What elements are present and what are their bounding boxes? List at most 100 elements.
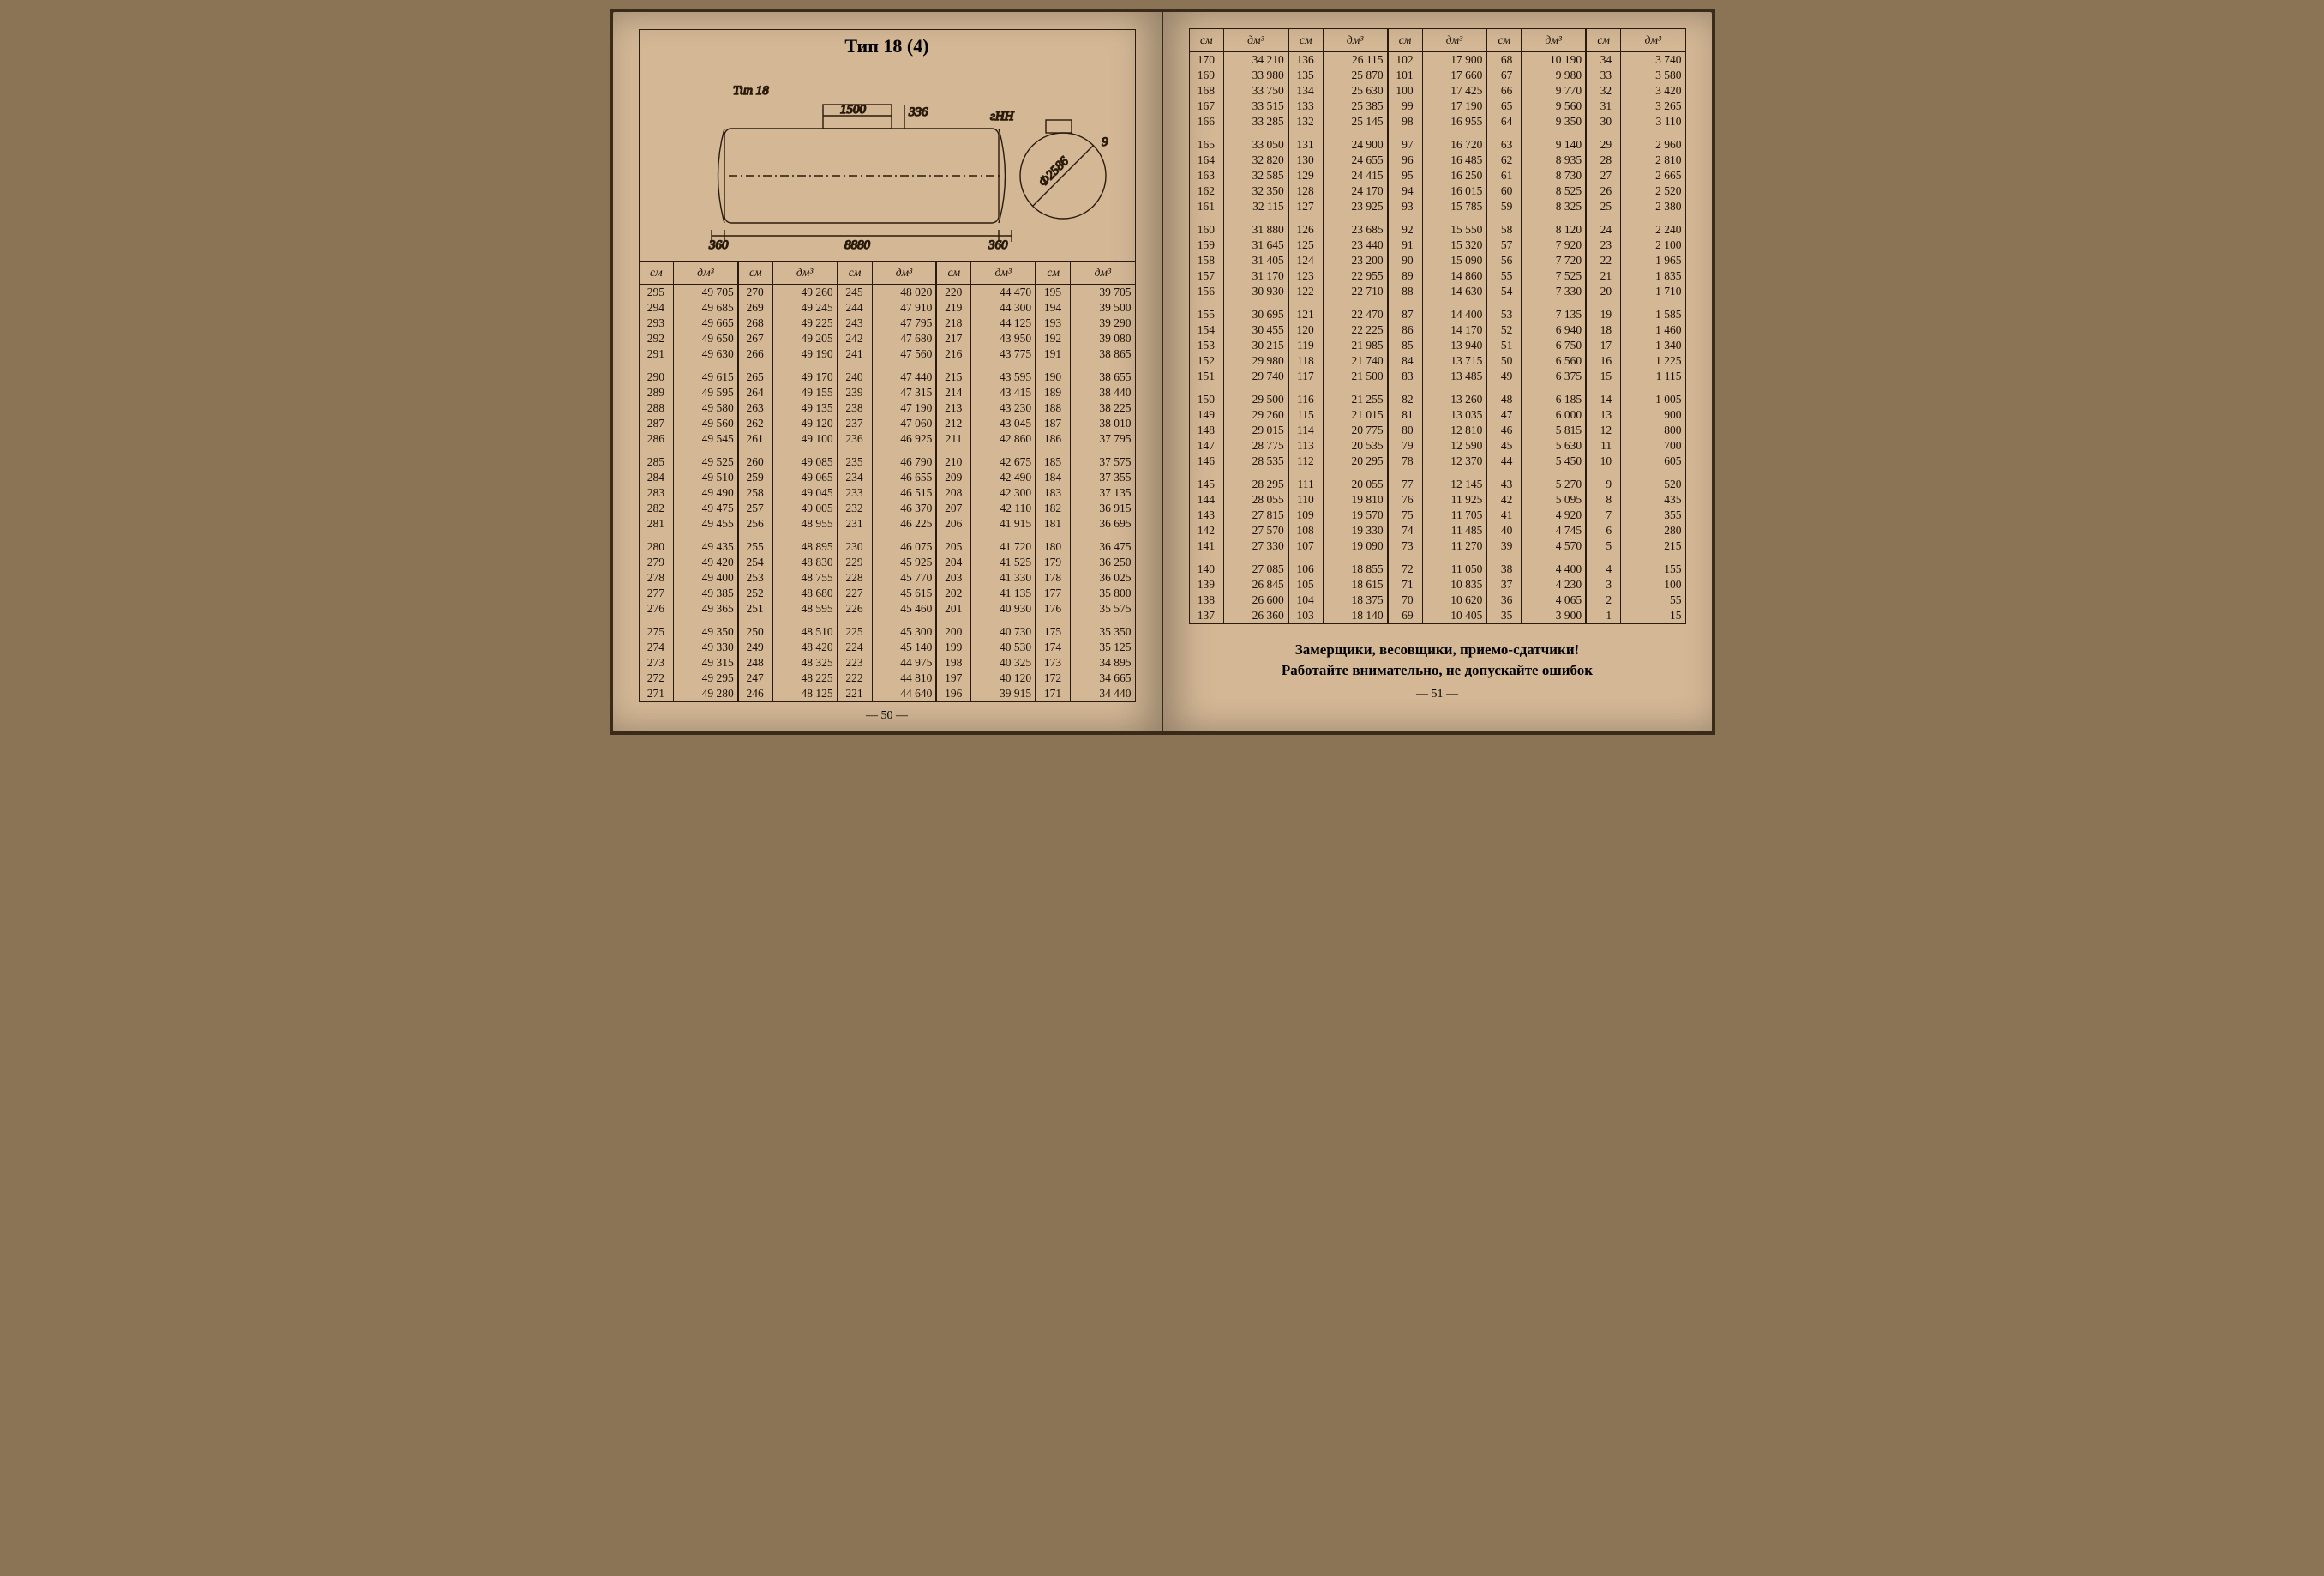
cell-cm: 243 — [838, 316, 873, 331]
cell-dm: 18 615 — [1323, 577, 1387, 593]
cell-cm: 67 — [1486, 68, 1522, 83]
cell-cm: 181 — [1036, 516, 1071, 532]
diagram-container: Тип 18 1500 336 — [639, 63, 1136, 262]
table-row: 29449 68526949 24524447 91021944 3001943… — [639, 300, 1135, 316]
cell-dm: 38 225 — [1071, 400, 1135, 416]
cell-cm: 45 — [1486, 438, 1522, 454]
cell-cm: 85 — [1388, 338, 1423, 353]
cell-dm: 1 965 — [1621, 253, 1685, 268]
cell-dm: 1 115 — [1621, 369, 1685, 384]
cell-dm: 49 420 — [674, 555, 738, 570]
cell-cm: 241 — [838, 346, 873, 362]
cell-cm: 194 — [1036, 300, 1071, 316]
cell-cm: 2 — [1586, 593, 1621, 608]
cell-dm: 24 655 — [1323, 153, 1387, 168]
cell-dm: 39 500 — [1071, 300, 1135, 316]
cell-cm: 282 — [639, 501, 674, 516]
cell-cm: 146 — [1189, 454, 1224, 469]
cell-cm: 214 — [936, 385, 971, 400]
cell-dm: 1 340 — [1621, 338, 1685, 353]
cell-dm: 5 450 — [1522, 454, 1586, 469]
table-row: 29349 66526849 22524347 79521844 1251933… — [639, 316, 1135, 331]
cell-dm: 49 085 — [772, 447, 837, 470]
cell-dm: 42 860 — [971, 431, 1036, 447]
cell-dm: 48 020 — [872, 285, 936, 301]
cell-cm: 104 — [1288, 593, 1324, 608]
cell-dm: 8 730 — [1522, 168, 1586, 183]
cell-cm: 97 — [1388, 129, 1423, 153]
cell-dm: 36 475 — [1071, 532, 1135, 555]
cell-dm: 6 750 — [1522, 338, 1586, 353]
cell-cm: 46 — [1486, 423, 1522, 438]
cell-cm: 225 — [838, 617, 873, 640]
cell-dm: 4 920 — [1522, 508, 1586, 523]
cell-dm: 11 270 — [1422, 538, 1486, 554]
cell-cm: 171 — [1036, 686, 1071, 702]
cell-cm: 9 — [1586, 469, 1621, 492]
cell-cm: 195 — [1036, 285, 1071, 301]
cell-dm: 33 285 — [1224, 114, 1288, 129]
cell-cm: 226 — [838, 601, 873, 617]
cell-dm: 25 145 — [1323, 114, 1387, 129]
cell-dm: 12 810 — [1422, 423, 1486, 438]
cell-cm: 135 — [1288, 68, 1324, 83]
cell-dm: 43 230 — [971, 400, 1036, 416]
cell-cm: 279 — [639, 555, 674, 570]
cell-dm: 7 920 — [1522, 238, 1586, 253]
cell-dm: 37 795 — [1071, 431, 1135, 447]
cell-dm: 41 720 — [971, 532, 1036, 555]
table-row: 14428 05511019 8107611 925425 0958435 — [1189, 492, 1685, 508]
cell-cm: 88 — [1388, 284, 1423, 299]
table-row: 28949 59526449 15523947 31521443 4151893… — [639, 385, 1135, 400]
cell-cm: 89 — [1388, 268, 1423, 284]
cell-dm: 8 325 — [1522, 199, 1586, 214]
cell-cm: 26 — [1586, 183, 1621, 199]
cell-dm: 14 400 — [1422, 299, 1486, 322]
cell-cm: 93 — [1388, 199, 1423, 214]
cell-cm: 55 — [1486, 268, 1522, 284]
cell-cm: 284 — [639, 470, 674, 485]
right-table: смдм³смдм³смдм³смдм³смдм³ 17034 21013626… — [1189, 28, 1686, 624]
cell-dm: 49 190 — [772, 346, 837, 362]
cell-dm: 49 170 — [772, 362, 837, 385]
cell-dm: 49 260 — [772, 285, 837, 301]
table-row: 14127 33010719 0907311 270394 5705215 — [1189, 538, 1685, 554]
cell-cm: 34 — [1586, 52, 1621, 69]
cell-dm: 49 045 — [772, 485, 837, 501]
cell-dm: 16 015 — [1422, 183, 1486, 199]
cell-dm: 49 280 — [674, 686, 738, 702]
cell-dm: 10 835 — [1422, 577, 1486, 593]
col-header-cm: см — [1486, 29, 1522, 52]
cell-cm: 250 — [738, 617, 773, 640]
cell-dm: 25 385 — [1323, 99, 1387, 114]
cell-dm: 1 710 — [1621, 284, 1685, 299]
cell-cm: 125 — [1288, 238, 1324, 253]
cell-cm: 100 — [1388, 83, 1423, 99]
cell-dm: 47 190 — [872, 400, 936, 416]
cell-dm: 48 755 — [772, 570, 837, 586]
cell-cm: 155 — [1189, 299, 1224, 322]
cell-dm: 17 660 — [1422, 68, 1486, 83]
cell-dm: 900 — [1621, 407, 1685, 423]
cell-dm: 39 915 — [971, 686, 1036, 702]
cell-cm: 32 — [1586, 83, 1621, 99]
cell-cm: 248 — [738, 655, 773, 671]
cell-cm: 178 — [1036, 570, 1071, 586]
cell-dm: 3 420 — [1621, 83, 1685, 99]
cell-cm: 156 — [1189, 284, 1224, 299]
cell-dm: 9 560 — [1522, 99, 1586, 114]
cell-dm: 11 485 — [1422, 523, 1486, 538]
table-row: 16031 88012623 6859215 550588 120242 240 — [1189, 214, 1685, 238]
cell-cm: 163 — [1189, 168, 1224, 183]
cell-dm: 28 295 — [1224, 469, 1288, 492]
cell-dm: 43 595 — [971, 362, 1036, 385]
cell-dm: 47 060 — [872, 416, 936, 431]
cell-cm: 206 — [936, 516, 971, 532]
cell-dm: 49 155 — [772, 385, 837, 400]
cell-cm: 246 — [738, 686, 773, 702]
cell-cm: 137 — [1189, 608, 1224, 624]
col-header-dm: дм³ — [1522, 29, 1586, 52]
cell-dm: 4 065 — [1522, 593, 1586, 608]
page-number-left: — 50 — — [639, 709, 1136, 723]
cell-cm: 278 — [639, 570, 674, 586]
